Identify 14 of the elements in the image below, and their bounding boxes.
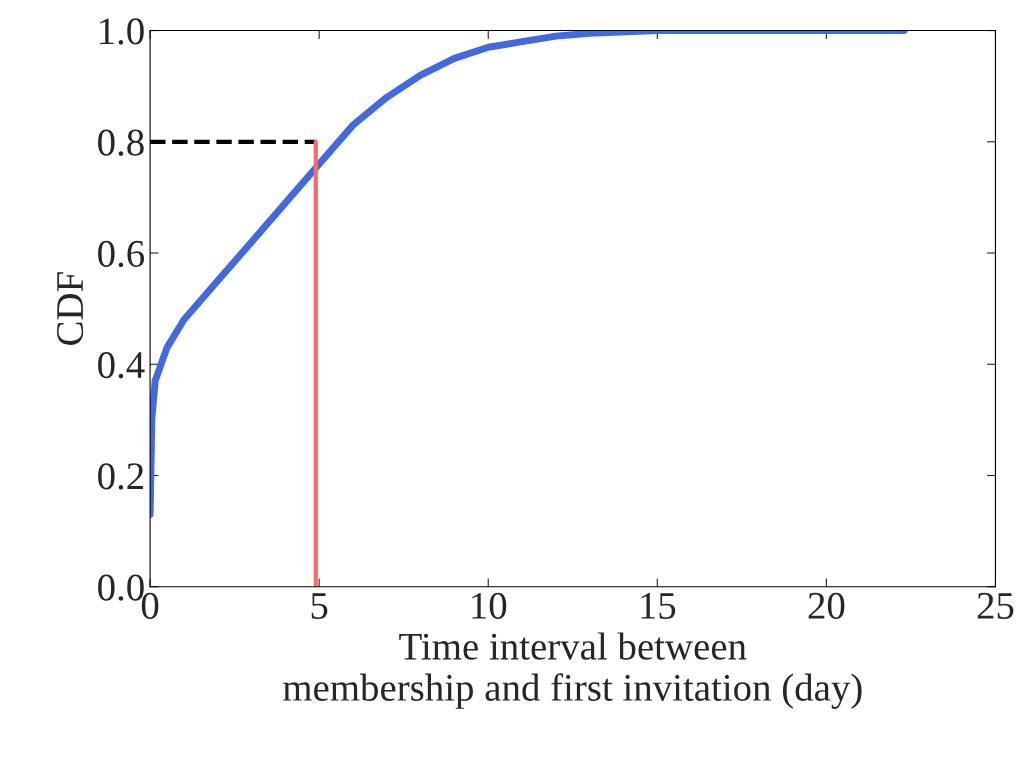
y-tick-label: 0.8	[98, 129, 144, 156]
y-tick-label: 0.6	[98, 240, 145, 268]
x-tick-label: 25	[977, 592, 1014, 619]
y-axis-title: CDF	[57, 272, 84, 345]
y-tick-label: 0.2	[98, 463, 144, 490]
x-axis-title: Time interval between membership and first invitation (day)	[283, 632, 862, 709]
y-tick-label: 0.0	[98, 574, 144, 601]
y-tick-label: 0.4	[98, 351, 145, 379]
x-tick-label: 20	[808, 592, 845, 619]
y-tick-label: 1.0	[100, 18, 144, 45]
x-tick-label: 10	[472, 592, 507, 619]
x-tick-label: 5	[311, 593, 328, 619]
x-tick-label: 15	[641, 592, 676, 619]
x-tick-label: 0	[141, 592, 159, 619]
